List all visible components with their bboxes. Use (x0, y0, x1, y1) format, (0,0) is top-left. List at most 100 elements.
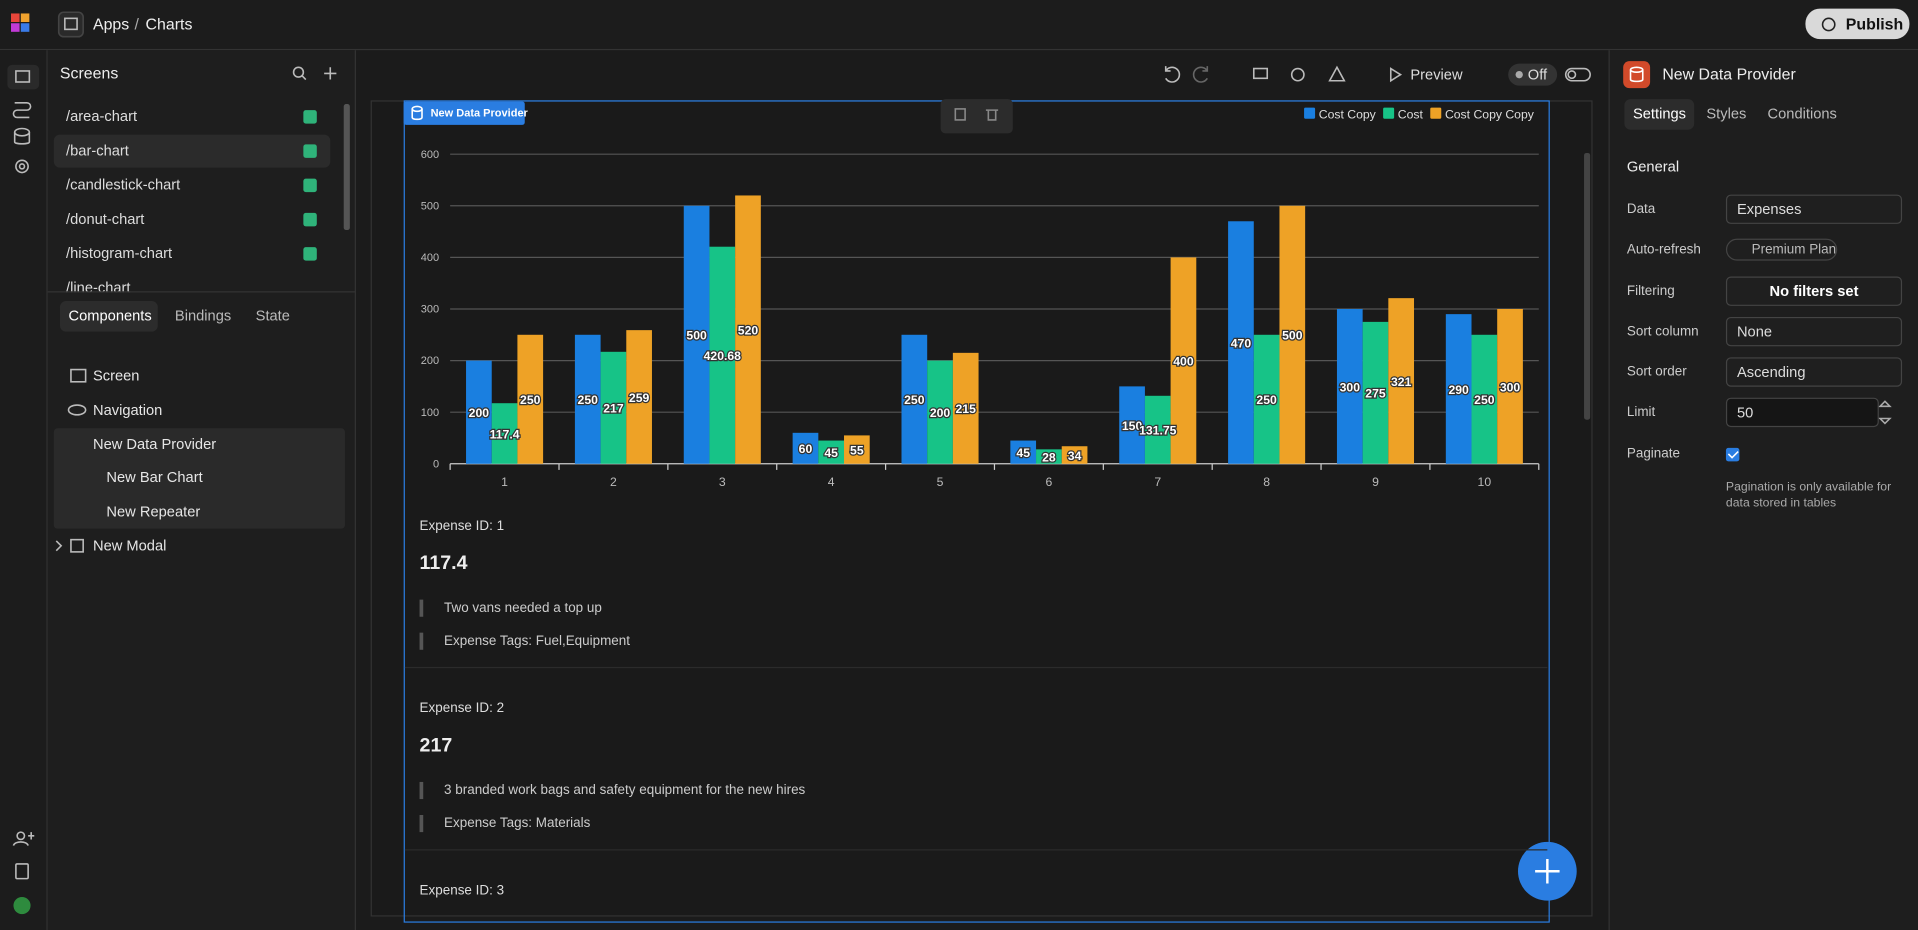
field-label: Sort order (1626, 364, 1687, 380)
item-id: Expense ID: 1 (419, 518, 505, 534)
preview-button[interactable]: Preview (1410, 66, 1463, 84)
bar (735, 195, 761, 464)
field-label: Data (1626, 201, 1656, 217)
tree-item[interactable]: New Bar Chart (106, 468, 203, 486)
bar (927, 360, 953, 464)
tree-item[interactable]: Navigation (92, 401, 163, 419)
data-label: 55 (850, 443, 864, 457)
data-label: 250 (520, 393, 541, 407)
bar (683, 205, 710, 464)
x-tick-label: 3 (719, 475, 726, 489)
panel-tab[interactable]: Settings (1632, 105, 1687, 123)
field-box[interactable] (1725, 194, 1903, 224)
field-label: Filtering (1626, 283, 1675, 299)
x-tick-label: 4 (828, 475, 835, 489)
data-label: 400 (1173, 354, 1194, 368)
bar (1279, 205, 1306, 464)
bar (1362, 321, 1389, 464)
topbar (0, 0, 1918, 51)
breadcrumb-page: Charts (145, 14, 193, 34)
breadcrumb-app: Apps (92, 14, 130, 34)
tab[interactable]: Components (68, 307, 152, 325)
field-value: Ascending (1736, 363, 1806, 381)
tree-item[interactable]: New Modal (92, 537, 167, 555)
bar (517, 334, 544, 464)
panel-divider (47, 291, 356, 293)
legend-swatch (1304, 107, 1316, 119)
screen-status (303, 110, 317, 124)
bar (1036, 449, 1062, 464)
item-amount: 217 (419, 735, 453, 757)
provider-title: New Data Provider (1662, 64, 1796, 84)
screen-status (303, 178, 317, 193)
data-label: 34 (1068, 449, 1082, 463)
data-label: 500 (686, 329, 707, 343)
quote-bar (419, 814, 424, 833)
data-label: 321 (1391, 375, 1412, 389)
tree-item[interactable]: New Repeater (106, 502, 201, 521)
bar (1253, 334, 1280, 464)
field-value: Premium Plan (1751, 242, 1837, 257)
data-label: 117.4 (490, 427, 520, 441)
panel-tab[interactable]: Styles (1706, 105, 1747, 123)
tree-item[interactable]: Screen (92, 367, 140, 385)
field-box[interactable] (1725, 276, 1903, 306)
data-label: 300 (1500, 380, 1521, 394)
bar (1336, 308, 1363, 464)
x-tick-label: 9 (1372, 475, 1379, 489)
bar (1228, 221, 1254, 464)
screen-item[interactable]: /area-chart (66, 107, 138, 125)
tab[interactable]: State (255, 307, 290, 325)
quote-bar (419, 599, 424, 617)
bar (792, 432, 819, 464)
screen-item[interactable]: /histogram-chart (66, 244, 173, 262)
quote-bar (419, 781, 424, 800)
data-label: 520 (738, 324, 759, 338)
bar (466, 360, 492, 464)
legend-swatch (1430, 107, 1442, 119)
screen-item[interactable]: /donut-chart (66, 210, 145, 228)
x-tick-label: 6 (1045, 475, 1052, 489)
field-box[interactable] (1725, 316, 1903, 347)
screen-item[interactable]: /candlestick-chart (66, 176, 181, 194)
item-description: Two vans needed a top up (444, 600, 602, 616)
bar (1471, 334, 1498, 464)
publish-button[interactable]: Publish (1845, 14, 1904, 34)
y-tick-label: 200 (421, 355, 439, 367)
field-box[interactable] (1725, 397, 1879, 428)
item-id: Expense ID: 2 (419, 701, 505, 716)
quote-bar (419, 632, 424, 650)
screen-status (303, 212, 317, 227)
field-value: 50 (1736, 403, 1754, 421)
screen-item[interactable]: /line-chart (66, 279, 131, 297)
screen-item[interactable]: /bar-chart (66, 141, 129, 160)
bar (952, 352, 979, 464)
data-label: 275 (1365, 387, 1386, 401)
canvas-frame (370, 100, 1593, 917)
x-tick-label: 5 (937, 475, 944, 489)
tree-highlight (53, 428, 345, 529)
item-separator (404, 849, 1548, 851)
data-label: 131.75 (1139, 424, 1177, 438)
item-separator (404, 666, 1548, 669)
field-box[interactable] (1725, 238, 1838, 261)
x-tick-label: 8 (1263, 475, 1270, 489)
bar (491, 403, 518, 464)
item-tags: Expense Tags: Fuel,Equipment (444, 633, 631, 649)
x-tick-label: 7 (1154, 475, 1161, 489)
data-label: 300 (1340, 380, 1361, 394)
tab-selected-bg (1624, 99, 1695, 130)
tab[interactable]: Bindings (174, 307, 232, 325)
tab-selected-bg (59, 301, 158, 332)
tree-item[interactable]: New Data Provider (92, 435, 217, 453)
selected-screen-bg (53, 134, 331, 168)
bar (600, 351, 627, 464)
panel-tab[interactable]: Conditions (1767, 105, 1837, 123)
field-box[interactable] (1725, 357, 1903, 387)
data-label: 45 (824, 446, 838, 460)
toggle-label[interactable]: Off (1527, 66, 1548, 84)
bar (844, 435, 870, 464)
